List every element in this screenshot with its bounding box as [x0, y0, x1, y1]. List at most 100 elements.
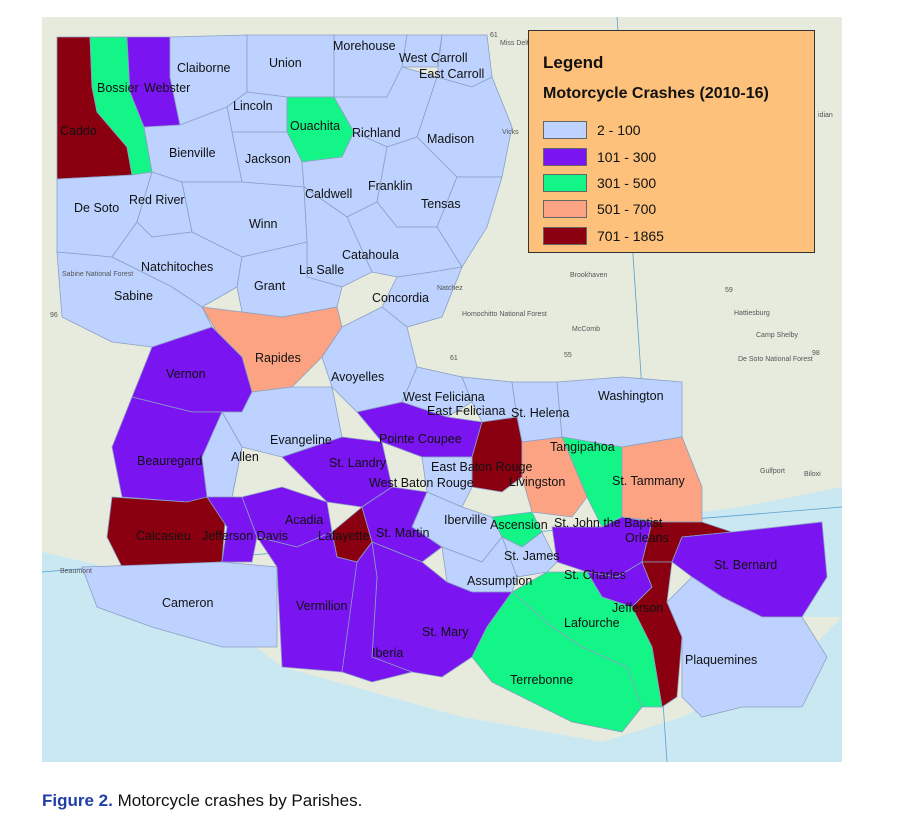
basemap-label-mccomb: McComb: [572, 326, 600, 333]
parish-label-iberville: Iberville: [444, 513, 487, 527]
parish-label-caldwell: Caldwell: [305, 187, 352, 201]
parish-label-rapides: Rapides: [255, 351, 301, 365]
basemap-label-beaumont: Beaumont: [60, 568, 92, 575]
legend-item-label: 701 - 1865: [597, 228, 664, 244]
parish-label-pointe-coupee: Pointe Coupee: [379, 432, 462, 446]
parish-cameron: [81, 561, 278, 648]
parish-label-concordia: Concordia: [372, 291, 429, 305]
parish-label-st-tammany: St. Tammany: [612, 474, 685, 488]
parish-washington: [556, 376, 683, 448]
parish-label-caddo: Caddo: [60, 124, 97, 138]
figure-number: Figure 2.: [42, 791, 113, 810]
parish-label-iberia: Iberia: [372, 646, 403, 660]
legend-subtitle: Motorcycle Crashes (2010-16): [543, 85, 769, 102]
legend-item: 701 - 1865: [543, 226, 664, 246]
basemap-label-meridian: idian: [818, 112, 833, 119]
gulf-water: [42, 552, 842, 762]
legend-item-label: 501 - 700: [597, 201, 657, 217]
parish-label-tangipahoa: Tangipahoa: [550, 440, 615, 454]
parish-jefferson: [631, 561, 683, 708]
parish-label-claiborne: Claiborne: [177, 61, 231, 75]
parish-label-webster: Webster: [144, 81, 190, 95]
parish-label-st-james: St. James: [504, 549, 560, 563]
basemap-label-natchez: Natchez: [437, 285, 463, 292]
legend-item: 501 - 700: [543, 199, 656, 219]
legend-swatch: [543, 200, 587, 218]
parish-shapes: [56, 34, 828, 733]
parish-plaquemines: [666, 576, 828, 718]
parish-label-st-martin: St. Martin: [376, 526, 430, 540]
parish-label-livingston: Livingston: [509, 475, 565, 489]
parish-west-carroll: [401, 34, 443, 68]
basemap-label-gulfport: Gulfport: [760, 468, 785, 475]
parish-label-jackson: Jackson: [245, 152, 291, 166]
map-frame: Caddo Bossier Webster Claiborne Union Morehou…: [42, 17, 842, 762]
parish-label-east-feliciana: East Feliciana: [427, 404, 506, 418]
basemap-label-hwy-61-mid: 61: [450, 355, 458, 362]
basemap-label-sabine-nf: Sabine National Forest: [62, 271, 133, 278]
parish-label-lafourche: Lafourche: [564, 616, 620, 630]
parish-label-morehouse: Morehouse: [333, 39, 396, 53]
basemap-label-brookhaven: Brookhaven: [570, 272, 607, 279]
parish-label-st-charles: St. Charles: [564, 568, 626, 582]
parish-label-bossier: Bossier: [97, 81, 139, 95]
parish-label-natchitoches: Natchitoches: [141, 260, 213, 274]
basemap-label-biloxi: Biloxi: [804, 471, 821, 478]
basemap-label-homochitto: Homochitto National Forest: [462, 311, 547, 318]
parish-iberia: [341, 540, 414, 683]
parish-label-jefferson-davis: Jefferson Davis: [202, 529, 288, 543]
legend-swatch: [543, 174, 587, 192]
parish-label-west-feliciana: West Feliciana: [403, 390, 485, 404]
parish-label-ouachita: Ouachita: [290, 119, 340, 133]
parish-label-winn: Winn: [249, 217, 278, 231]
basemap-label-hwy-59: 59: [725, 287, 733, 294]
parish-labels: Caddo Bossier Webster Claiborne Union Morehou…: [60, 39, 777, 687]
legend-swatch: [543, 121, 587, 139]
parish-jefferson-davis: [206, 496, 258, 563]
basemap-label-hwy-61-north: 61: [490, 32, 498, 39]
basemap-label-vicksburg: Vicks: [502, 129, 519, 136]
parish-label-east-carroll: East Carroll: [419, 67, 484, 81]
parish-label-bienville: Bienville: [169, 146, 216, 160]
parish-label-acadia: Acadia: [285, 513, 323, 527]
parish-label-plaquemines: Plaquemines: [685, 653, 757, 667]
figure-caption-text: Motorcycle crashes by Parishes.: [117, 791, 363, 810]
legend-swatch: [543, 148, 587, 166]
parish-label-orleans: Orleans: [625, 531, 669, 545]
parish-label-west-carroll: West Carroll: [399, 51, 468, 65]
parish-label-allen: Allen: [231, 450, 259, 464]
parish-label-st-mary: St. Mary: [422, 625, 469, 639]
legend-item-label: 101 - 300: [597, 149, 657, 165]
parish-evangeline: [221, 386, 343, 458]
parish-label-assumption: Assumption: [467, 574, 532, 588]
parish-label-west-baton-rouge: West Baton Rouge: [369, 476, 474, 490]
parish-label-franklin: Franklin: [368, 179, 413, 193]
parish-calcasieu: [106, 496, 228, 568]
parish-label-lincoln: Lincoln: [233, 99, 273, 113]
parish-label-vernon: Vernon: [166, 367, 206, 381]
parish-label-lafayette: Lafayette: [318, 529, 369, 543]
parish-label-st-bernard: St. Bernard: [714, 558, 777, 572]
parish-label-washington: Washington: [598, 389, 664, 403]
parish-label-calcasieu: Calcasieu: [136, 529, 191, 543]
parish-label-st-helena: St. Helena: [511, 406, 569, 420]
figure-caption: Figure 2. Motorcycle crashes by Parishes…: [42, 791, 362, 811]
parish-label-de-soto: De Soto: [74, 201, 119, 215]
parish-label-terrebonne: Terrebonne: [510, 673, 573, 687]
basemap-label-hwy-55: 55: [564, 352, 572, 359]
parish-label-union: Union: [269, 56, 302, 70]
parish-label-cameron: Cameron: [162, 596, 213, 610]
parish-label-jefferson: Jefferson: [612, 601, 663, 615]
parish-label-st-landry: St. Landry: [329, 456, 387, 470]
legend-swatch: [543, 227, 587, 245]
parish-label-catahoula: Catahoula: [342, 248, 399, 262]
parish-label-beauregard: Beauregard: [137, 454, 202, 468]
parish-label-la-salle: La Salle: [299, 263, 344, 277]
parish-west-baton-rouge: [421, 456, 473, 508]
parish-label-east-baton-rouge: East Baton Rouge: [431, 460, 533, 474]
parish-tensas: [436, 176, 503, 268]
legend-item: 2 - 100: [543, 120, 641, 140]
legend-title: Legend: [543, 53, 604, 72]
parish-label-grant: Grant: [254, 279, 286, 293]
legend-item-label: 301 - 500: [597, 175, 657, 191]
